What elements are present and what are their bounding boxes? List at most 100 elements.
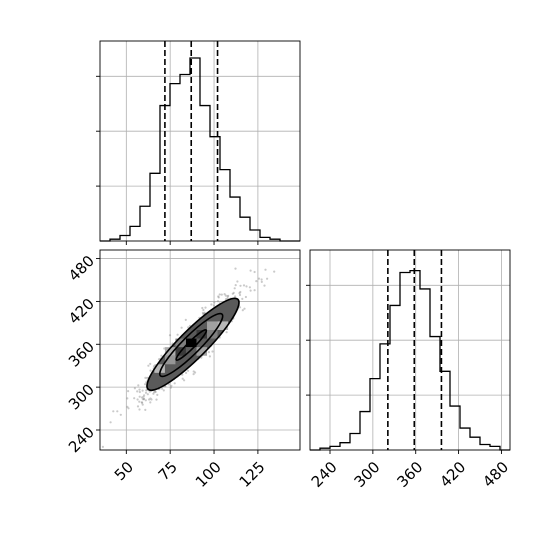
scatter-point [192,370,195,373]
scatter-point [163,347,166,350]
scatter-point [216,300,220,303]
scatter-point [133,387,136,390]
scatter-point [231,292,234,295]
x-tick-label: 125 [236,458,269,491]
scatter-point [249,269,252,272]
scatter-point [232,291,235,294]
scatter-point [241,297,244,300]
scatter-point [149,362,152,365]
scatter-point [133,397,136,400]
scatter-point [201,311,204,314]
scatter-point [169,386,172,389]
scatter-point [143,394,146,397]
density-cell [196,338,208,348]
scatter-point [176,333,179,336]
scatter-point [180,326,183,329]
scatter-point [116,410,119,413]
scatter-point [239,290,242,294]
scatter-point [157,358,161,361]
x-tick-label: 420 [436,458,469,491]
scatter-point [249,289,252,292]
scatter-point [145,389,148,392]
scatter-point [149,369,152,372]
scatter-point [227,294,230,297]
density-cell [196,330,208,339]
scatter-point [220,293,223,296]
density-cell [196,347,208,356]
joint-density-panel: 50 75 100 125 240 300 360 420 480 [65,249,301,491]
scatter-point [260,280,263,283]
scatter-point [181,377,184,380]
scatter-point [142,397,146,400]
scatter-point [224,298,228,301]
x-tick-label: 360 [393,458,426,491]
scatter-point [260,278,263,281]
scatter-point [223,293,226,296]
density-cell [185,338,197,348]
scatter-point [217,296,220,299]
scatter-point [185,371,188,374]
scatter-point [264,268,267,271]
scatter-point [173,382,176,385]
scatter-point [168,334,172,337]
scatter-point [233,287,236,290]
scatter-point [161,387,164,390]
scatter-point [201,306,204,310]
x-tick-label: 240 [308,458,341,491]
scatter-point [146,393,149,396]
y-tick-label: 300 [65,380,98,413]
scatter-point [194,371,197,374]
scatter-point [212,304,215,307]
panel-frame [99,249,301,451]
scatter-point [224,294,227,297]
scatter-point [234,284,237,287]
scatter-point [183,379,186,382]
scatter-point [127,407,130,410]
scatter-point [248,286,251,289]
density-cell [217,321,229,330]
scatter-point [244,295,247,299]
scatter-point [138,388,141,391]
scatter-point [253,289,256,292]
scatter-point [146,376,149,379]
scatter-point [137,384,140,387]
contour-line-outer [146,297,240,392]
scatter-point [126,405,129,408]
y-tick-label: 420 [65,295,98,328]
scatter-point [245,285,248,288]
scatter-point [152,392,155,395]
scatter-point [187,369,190,372]
density-cell [164,355,176,365]
scatter-point [141,403,144,406]
scatter-point [266,277,269,280]
scatter-point [236,280,239,283]
x-tick-label: 50 [111,458,137,484]
scatter-point [136,398,139,401]
scatter-point [149,397,152,400]
scatter-point [148,398,151,401]
scatter-point [203,311,206,314]
histogram-step-line [100,57,300,242]
scatter-point [141,389,144,392]
y-tick-label: 360 [65,338,98,371]
scatter-point [138,390,141,394]
scatter-point [153,391,156,394]
panel-frame [309,249,511,451]
scatter-point [273,270,276,273]
scatter-point [238,293,242,297]
scatter-point [242,284,246,287]
contour-line-inner [175,329,208,361]
scatter-point [101,445,104,448]
scatter-point [138,408,141,411]
scatter-point [234,295,237,298]
scatter-point [109,421,112,424]
scatter-point [138,400,141,403]
scatter-point [136,390,139,393]
scatter-point [202,308,205,312]
panel-frame [99,40,301,242]
scatter-point [202,312,205,316]
scatter-point [160,354,163,357]
scatter-point [213,301,216,304]
density-cell [154,364,165,373]
